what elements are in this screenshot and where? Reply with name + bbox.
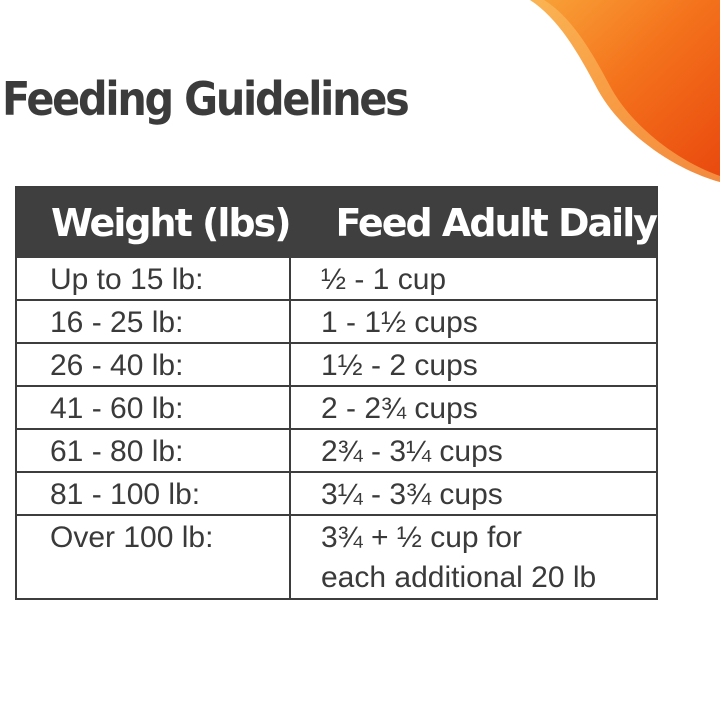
table-header-row: Weight (lbs) Feed Adult Daily [17,188,658,258]
orange-swoosh-graphic [530,0,720,182]
weight-cell: Up to 15 lb: [17,258,291,299]
weight-cell: 81 - 100 lb: [17,473,291,514]
table-row: 81 - 100 lb: 3¼ - 3¾ cups [17,473,656,516]
weight-cell: 61 - 80 lb: [17,430,291,471]
feed-cell: 1½ - 2 cups [321,349,478,382]
header-weight: Weight (lbs) [51,201,292,245]
feed-cell: 2 - 2¾ cups [321,392,478,425]
page-title: Feeding Guidelines [2,72,410,126]
table-row: Over 100 lb: 3¾ + ½ cup for each additio… [17,516,656,598]
feed-cell-multiline: 3¾ + ½ cup for each additional 20 lb [291,516,656,598]
weight-cell: Over 100 lb: [17,516,291,598]
feed-cell: 1 - 1½ cups [321,306,478,339]
weight-cell: 41 - 60 lb: [17,387,291,428]
table-row: 61 - 80 lb: 2¾ - 3¼ cups [17,430,656,473]
feed-cell-line-1: 3¾ + ½ cup for [321,521,522,554]
weight-cell: 16 - 25 lb: [17,301,291,342]
weight-cell: 26 - 40 lb: [17,344,291,385]
feed-cell-line-2: each additional 20 lb [321,561,597,594]
feed-cell: 3¼ - 3¾ cups [321,478,503,511]
table-row: 41 - 60 lb: 2 - 2¾ cups [17,387,656,430]
feeding-guidelines-table: Weight (lbs) Feed Adult Daily Up to 15 l… [15,186,658,600]
table-row: 16 - 25 lb: 1 - 1½ cups [17,301,656,344]
table-row: 26 - 40 lb: 1½ - 2 cups [17,344,656,387]
table-row: Up to 15 lb: ½ - 1 cup [17,258,656,301]
feed-cell: ½ - 1 cup [321,263,447,296]
feed-cell: 2¾ - 3¼ cups [321,435,503,468]
header-feed-adult-daily: Feed Adult Daily [335,201,658,245]
